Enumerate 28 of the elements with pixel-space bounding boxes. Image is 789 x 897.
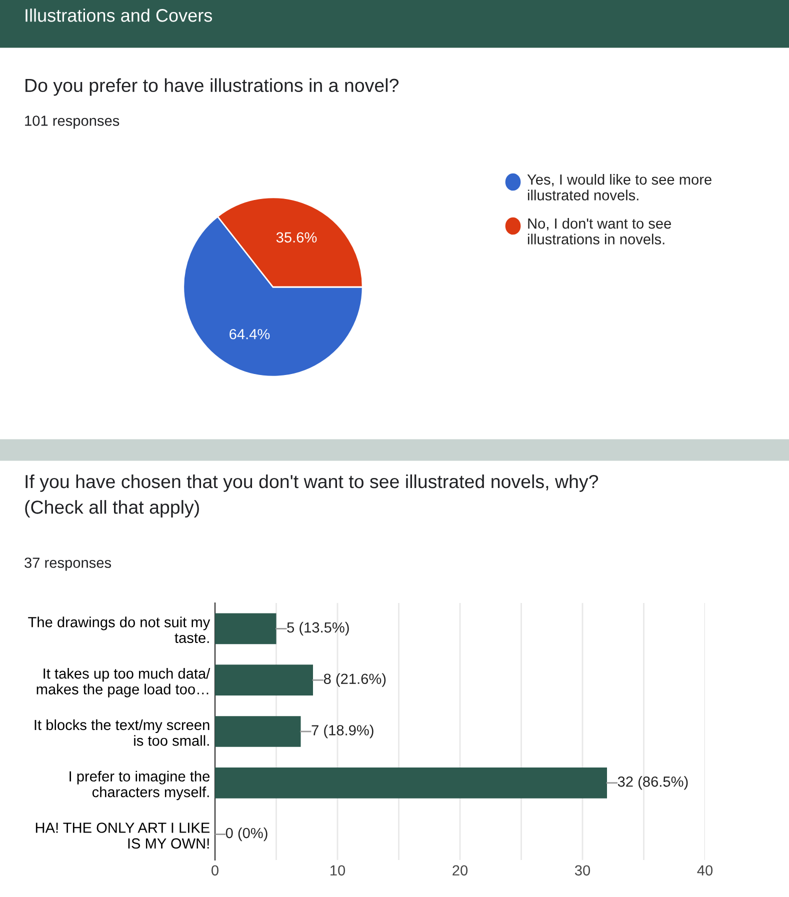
y-tick-label: I prefer to imagine the characters myself. xyxy=(70,770,210,800)
data-label: 5 (13.5%) xyxy=(287,622,349,636)
data-label: 64.4% xyxy=(230,328,270,340)
data-label: 7 (18.9%) xyxy=(312,724,374,738)
chart-subtitle: 101 responses xyxy=(25,116,120,129)
y-tick-label: It takes up too much data/ makes the page load too… xyxy=(36,668,210,698)
text: 37 responses xyxy=(24,558,112,571)
y-tick-label: It blocks the text/my screen is too small. xyxy=(34,719,210,746)
x-tick-label: 40 xyxy=(697,865,713,876)
y-tick-label: The drawings do not suit my taste. xyxy=(28,616,210,644)
x-tick-label: 20 xyxy=(452,865,468,876)
bar xyxy=(215,767,607,798)
data-label: 32 (86.5%) xyxy=(618,776,688,790)
legend-label: Yes, I would like to see more illustrated novels. xyxy=(527,174,712,200)
x-tick-label: 30 xyxy=(574,865,590,876)
data-label: 8 (21.6%) xyxy=(324,673,386,687)
y-tick-label: HA! THE ONLY ART I LIKE IS MY OWN! xyxy=(36,822,210,849)
bar xyxy=(215,716,301,747)
legend-label: No, I don't want to see illustrations in novels. xyxy=(528,218,672,244)
x-tick-label: 0 xyxy=(212,865,218,876)
bar xyxy=(215,613,276,644)
x-tick-label: 10 xyxy=(330,865,346,876)
data-label: 35.6% xyxy=(276,232,317,243)
data-label: 0 (0%) xyxy=(226,828,268,842)
text: Illustrations and Covers xyxy=(26,8,212,22)
chart-title: If you have chosen that you don't want to see illustrated novels, why? (Check all that apply) xyxy=(25,474,598,518)
bar xyxy=(215,664,313,696)
chart-title: Do you prefer to have illustrations in a novel? xyxy=(26,78,399,96)
